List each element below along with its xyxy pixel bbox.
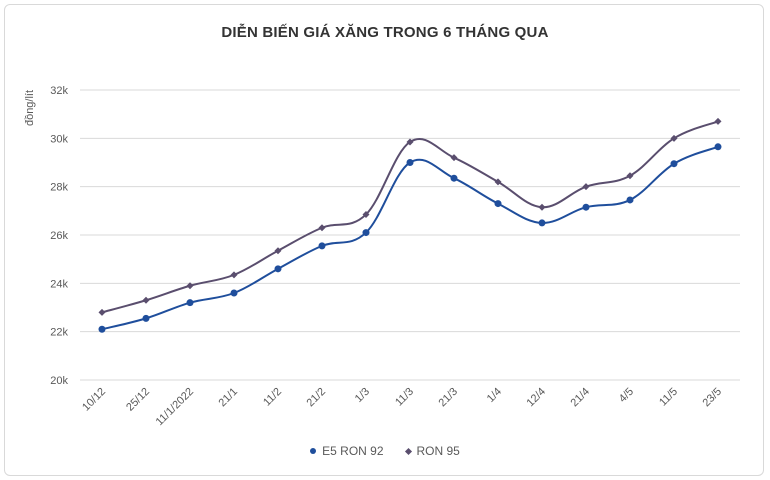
data-point-ron95	[230, 271, 238, 279]
series-line-e5-ron92	[101, 145, 719, 331]
data-point-e5-ron92	[538, 219, 546, 227]
x-tick-label: 21/3	[436, 386, 460, 410]
data-point-ron95	[318, 224, 326, 232]
data-point-ron95	[142, 296, 150, 304]
data-point-e5-ron92	[186, 299, 194, 307]
chart-frame	[4, 4, 764, 476]
data-point-ron95	[670, 134, 678, 142]
legend-item-ron95: RON 95	[404, 444, 460, 458]
y-tick-label: 28k	[50, 182, 68, 194]
x-tick-label: 11/3	[393, 386, 416, 409]
x-tick-label: 4/5	[617, 386, 636, 405]
data-point-ron95	[494, 178, 502, 186]
legend-marker-ron95	[404, 447, 412, 455]
data-point-ron95	[714, 117, 722, 125]
data-point-e5-ron92	[230, 289, 238, 297]
x-tick-label: 11/1/2022	[154, 386, 197, 429]
data-point-ron95	[450, 154, 458, 162]
data-point-e5-ron92	[494, 200, 502, 208]
data-point-e5-ron92	[318, 242, 326, 250]
chart-title: DIỄN BIẾN GIÁ XĂNG TRONG 6 THÁNG QUA	[221, 24, 549, 41]
y-tick-label: 20k	[50, 375, 68, 387]
data-point-ron95	[582, 183, 590, 191]
y-tick-label: 24k	[50, 278, 68, 290]
data-point-e5-ron92	[626, 196, 634, 204]
data-point-ron95	[626, 172, 634, 180]
x-tick-label: 10/12	[80, 386, 108, 414]
x-tick-label: 21/1	[216, 386, 240, 410]
chart-legend: E5 RON 92 RON 95	[0, 444, 770, 458]
legend-item-e5: E5 RON 92	[310, 444, 384, 458]
data-point-e5-ron92	[714, 143, 722, 151]
data-point-e5-ron92	[670, 160, 678, 168]
data-point-ron95	[538, 203, 546, 211]
data-point-ron95	[406, 138, 414, 146]
legend-label-ron95: RON 95	[416, 444, 460, 458]
x-tick-label: 11/2	[261, 386, 284, 409]
y-tick-label: 32k	[50, 85, 68, 97]
x-tick-label: 11/5	[657, 386, 680, 409]
x-tick-label: 21/4	[568, 386, 592, 410]
y-axis-label: đồng/lít	[24, 90, 36, 126]
data-point-ron95	[362, 210, 370, 218]
y-tick-label: 30k	[50, 133, 68, 145]
data-point-ron95	[186, 282, 194, 290]
x-tick-label: 12/4	[524, 386, 548, 410]
legend-marker-e5	[310, 448, 317, 454]
data-point-e5-ron92	[450, 174, 458, 182]
x-tick-label: 23/5	[700, 386, 724, 410]
data-point-e5-ron92	[582, 203, 590, 211]
y-tick-label: 22k	[50, 327, 68, 339]
data-point-ron95	[274, 247, 282, 255]
y-tick-label: 26k	[50, 230, 68, 242]
x-tick-label: 1/4	[485, 386, 504, 405]
data-point-e5-ron92	[274, 265, 282, 273]
x-tick-label: 21/2	[304, 386, 328, 410]
data-point-e5-ron92	[362, 229, 370, 237]
x-tick-label: 1/3	[353, 386, 372, 405]
data-point-e5-ron92	[406, 159, 414, 166]
data-point-e5-ron92	[142, 314, 150, 322]
x-tick-label: 25/12	[124, 386, 152, 414]
legend-label-e5: E5 RON 92	[322, 444, 384, 458]
data-point-e5-ron92	[98, 325, 106, 333]
data-point-ron95	[98, 308, 106, 316]
